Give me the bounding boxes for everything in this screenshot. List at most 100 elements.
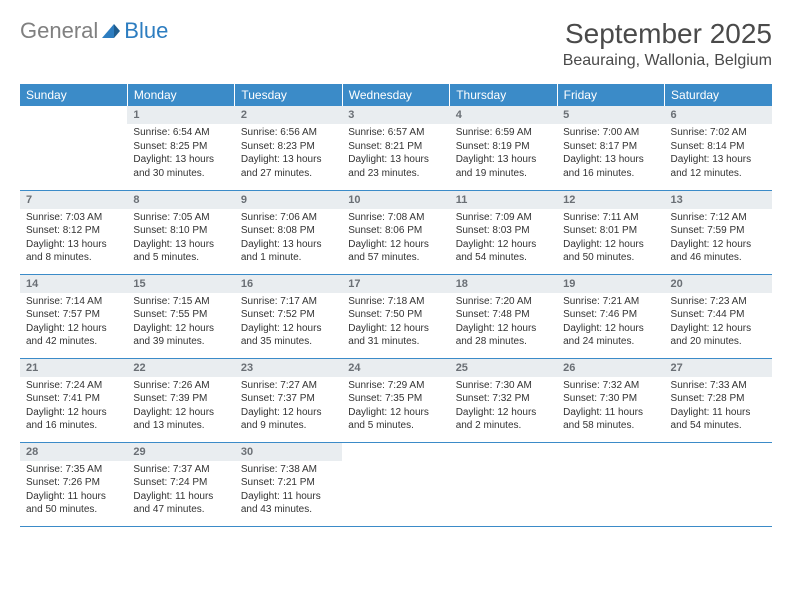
day-number — [20, 106, 127, 112]
calendar-week-row: 14Sunrise: 7:14 AMSunset: 7:57 PMDayligh… — [20, 274, 772, 358]
daylight-text: Daylight: 13 hours and 8 minutes. — [26, 238, 121, 265]
day-details: Sunrise: 7:18 AMSunset: 7:50 PMDaylight:… — [342, 295, 449, 353]
sunset-text: Sunset: 8:21 PM — [348, 140, 443, 154]
calendar-week-row: 1Sunrise: 6:54 AMSunset: 8:25 PMDaylight… — [20, 106, 772, 190]
day-number: 22 — [127, 359, 234, 377]
sunrise-text: Sunrise: 7:05 AM — [133, 211, 228, 225]
column-header: Saturday — [665, 84, 772, 106]
day-number: 20 — [665, 275, 772, 293]
daylight-text: Daylight: 11 hours and 50 minutes. — [26, 490, 121, 517]
sunrise-text: Sunrise: 7:37 AM — [133, 463, 228, 477]
sunrise-text: Sunrise: 6:54 AM — [133, 126, 228, 140]
calendar-day-cell: 7 Sunrise: 7:03 AMSunset: 8:12 PMDaylight… — [20, 190, 127, 274]
calendar-day-cell: 6 Sunrise: 7:02 AMSunset: 8:14 PMDaylight… — [665, 106, 772, 190]
daylight-text: Daylight: 12 hours and 5 minutes. — [348, 406, 443, 433]
sunrise-text: Sunrise: 6:56 AM — [241, 126, 336, 140]
day-number: 24 — [342, 359, 449, 377]
sunset-text: Sunset: 8:01 PM — [563, 224, 658, 238]
daylight-text: Daylight: 12 hours and 13 minutes. — [133, 406, 228, 433]
day-details: Sunrise: 7:11 AMSunset: 8:01 PMDaylight:… — [557, 211, 664, 269]
day-number: 26 — [557, 359, 664, 377]
day-number: 25 — [450, 359, 557, 377]
day-number: 6 — [665, 106, 772, 124]
sunrise-text: Sunrise: 7:26 AM — [133, 379, 228, 393]
day-details: Sunrise: 7:23 AMSunset: 7:44 PMDaylight:… — [665, 295, 772, 353]
daylight-text: Daylight: 12 hours and 31 minutes. — [348, 322, 443, 349]
day-number: 11 — [450, 191, 557, 209]
daylight-text: Daylight: 13 hours and 23 minutes. — [348, 153, 443, 180]
day-details: Sunrise: 7:12 AMSunset: 7:59 PMDaylight:… — [665, 211, 772, 269]
calendar-day-cell: 13 Sunrise: 7:12 AMSunset: 7:59 PMDayligh… — [665, 190, 772, 274]
day-details: Sunrise: 7:21 AMSunset: 7:46 PMDaylight:… — [557, 295, 664, 353]
sunset-text: Sunset: 7:30 PM — [563, 392, 658, 406]
sunrise-text: Sunrise: 6:57 AM — [348, 126, 443, 140]
calendar-day-cell — [20, 106, 127, 190]
day-number: 30 — [235, 443, 342, 461]
calendar-body: 1Sunrise: 6:54 AMSunset: 8:25 PMDaylight… — [20, 106, 772, 526]
calendar-day-cell: 15Sunrise: 7:15 AMSunset: 7:55 PMDayligh… — [127, 274, 234, 358]
daylight-text: Daylight: 12 hours and 2 minutes. — [456, 406, 551, 433]
sunrise-text: Sunrise: 7:30 AM — [456, 379, 551, 393]
sunset-text: Sunset: 8:14 PM — [671, 140, 766, 154]
column-header: Thursday — [450, 84, 557, 106]
calendar-day-cell — [342, 442, 449, 526]
logo-text-gray: General — [20, 18, 98, 44]
day-details: Sunrise: 7:08 AMSunset: 8:06 PMDaylight:… — [342, 211, 449, 269]
sunrise-text: Sunrise: 7:24 AM — [26, 379, 121, 393]
title-block: September 2025 Beauraing, Wallonia, Belg… — [563, 18, 772, 70]
day-details: Sunrise: 7:15 AMSunset: 7:55 PMDaylight:… — [127, 295, 234, 353]
calendar-day-cell: 25 Sunrise: 7:30 AMSunset: 7:32 PMDayligh… — [450, 358, 557, 442]
sunrise-text: Sunrise: 6:59 AM — [456, 126, 551, 140]
day-number: 7 — [20, 191, 127, 209]
sunset-text: Sunset: 7:59 PM — [671, 224, 766, 238]
day-number — [450, 443, 557, 449]
day-number: 17 — [342, 275, 449, 293]
daylight-text: Daylight: 12 hours and 9 minutes. — [241, 406, 336, 433]
sunrise-text: Sunrise: 7:17 AM — [241, 295, 336, 309]
sunrise-text: Sunrise: 7:29 AM — [348, 379, 443, 393]
sunset-text: Sunset: 8:12 PM — [26, 224, 121, 238]
daylight-text: Daylight: 13 hours and 27 minutes. — [241, 153, 336, 180]
column-header: Friday — [557, 84, 664, 106]
location: Beauraing, Wallonia, Belgium — [563, 52, 772, 70]
sunrise-text: Sunrise: 7:00 AM — [563, 126, 658, 140]
day-details: Sunrise: 7:02 AMSunset: 8:14 PMDaylight:… — [665, 126, 772, 184]
daylight-text: Daylight: 11 hours and 58 minutes. — [563, 406, 658, 433]
calendar-table: SundayMondayTuesdayWednesdayThursdayFrid… — [20, 84, 772, 527]
calendar-day-cell — [665, 442, 772, 526]
sunset-text: Sunset: 8:03 PM — [456, 224, 551, 238]
sunrise-text: Sunrise: 7:32 AM — [563, 379, 658, 393]
day-details: Sunrise: 7:20 AMSunset: 7:48 PMDaylight:… — [450, 295, 557, 353]
header: General Blue September 2025 Beauraing, W… — [20, 18, 772, 70]
daylight-text: Daylight: 12 hours and 24 minutes. — [563, 322, 658, 349]
sunset-text: Sunset: 7:24 PM — [133, 476, 228, 490]
day-number: 10 — [342, 191, 449, 209]
day-details: Sunrise: 7:09 AMSunset: 8:03 PMDaylight:… — [450, 211, 557, 269]
day-number — [557, 443, 664, 449]
day-details: Sunrise: 7:30 AMSunset: 7:32 PMDaylight:… — [450, 379, 557, 437]
sunrise-text: Sunrise: 7:27 AM — [241, 379, 336, 393]
sunset-text: Sunset: 8:25 PM — [133, 140, 228, 154]
daylight-text: Daylight: 11 hours and 47 minutes. — [133, 490, 228, 517]
logo: General Blue — [20, 18, 168, 44]
calendar-week-row: 21Sunrise: 7:24 AMSunset: 7:41 PMDayligh… — [20, 358, 772, 442]
calendar-day-cell: 14Sunrise: 7:14 AMSunset: 7:57 PMDayligh… — [20, 274, 127, 358]
daylight-text: Daylight: 13 hours and 30 minutes. — [133, 153, 228, 180]
day-details: Sunrise: 7:05 AMSunset: 8:10 PMDaylight:… — [127, 211, 234, 269]
calendar-day-cell: 17 Sunrise: 7:18 AMSunset: 7:50 PMDayligh… — [342, 274, 449, 358]
day-number: 2 — [235, 106, 342, 124]
day-number — [342, 443, 449, 449]
calendar-head: SundayMondayTuesdayWednesdayThursdayFrid… — [20, 84, 772, 106]
sunrise-text: Sunrise: 7:09 AM — [456, 211, 551, 225]
sunset-text: Sunset: 8:10 PM — [133, 224, 228, 238]
sunset-text: Sunset: 7:26 PM — [26, 476, 121, 490]
day-number: 14 — [20, 275, 127, 293]
daylight-text: Daylight: 12 hours and 39 minutes. — [133, 322, 228, 349]
calendar-day-cell: 16Sunrise: 7:17 AMSunset: 7:52 PMDayligh… — [235, 274, 342, 358]
day-details: Sunrise: 7:03 AMSunset: 8:12 PMDaylight:… — [20, 211, 127, 269]
day-number: 13 — [665, 191, 772, 209]
day-details: Sunrise: 6:59 AMSunset: 8:19 PMDaylight:… — [450, 126, 557, 184]
calendar-week-row: 7 Sunrise: 7:03 AMSunset: 8:12 PMDaylight… — [20, 190, 772, 274]
calendar-day-cell: 22Sunrise: 7:26 AMSunset: 7:39 PMDayligh… — [127, 358, 234, 442]
calendar-day-cell: 30Sunrise: 7:38 AMSunset: 7:21 PMDayligh… — [235, 442, 342, 526]
